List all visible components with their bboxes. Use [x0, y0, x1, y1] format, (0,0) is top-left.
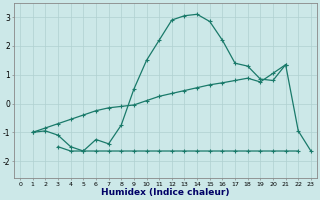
X-axis label: Humidex (Indice chaleur): Humidex (Indice chaleur): [101, 188, 230, 197]
